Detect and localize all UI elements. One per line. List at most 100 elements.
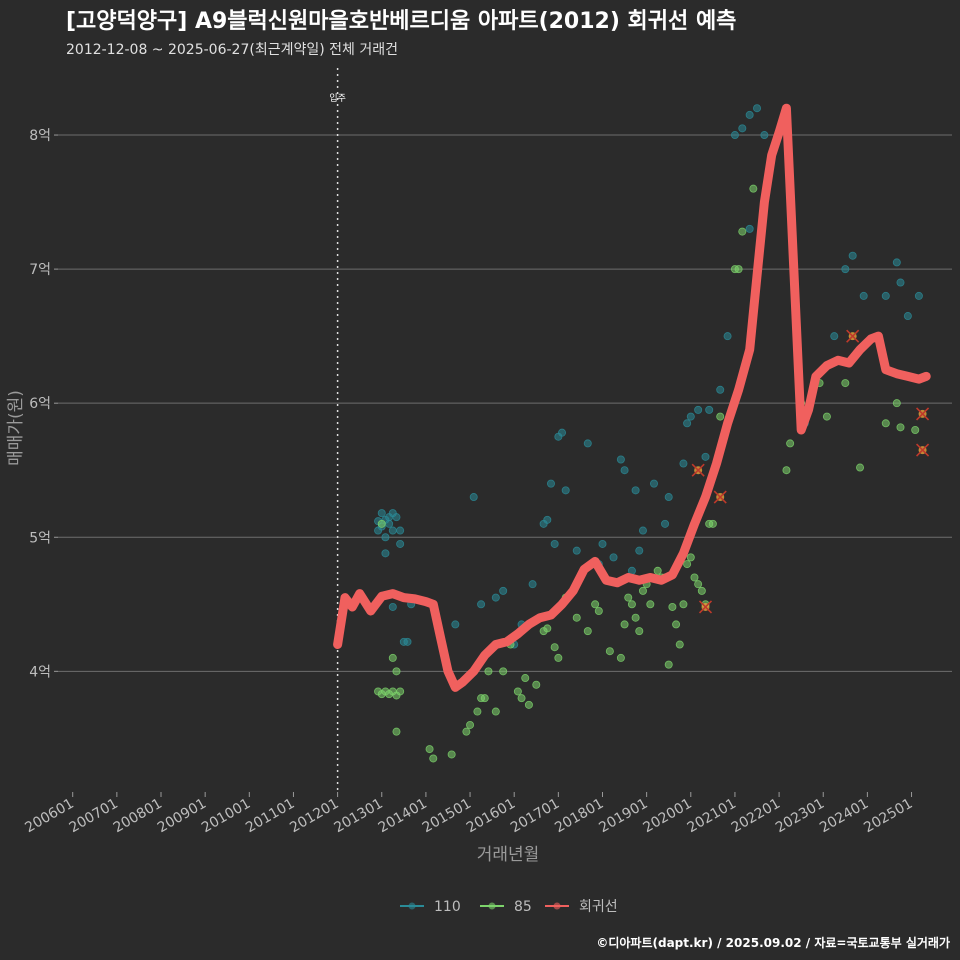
point-110: [841, 265, 850, 274]
point-85: [881, 419, 890, 428]
point-85: [708, 519, 717, 528]
point-110: [848, 251, 857, 260]
point-110: [664, 493, 673, 502]
point-110: [730, 131, 739, 140]
x-tick-label: 200801: [111, 796, 165, 837]
legend-swatch-dot: [553, 902, 561, 910]
point-110: [650, 479, 659, 488]
regression-line: [333, 103, 931, 692]
point-110: [638, 526, 647, 535]
point-110: [892, 258, 901, 267]
point-85: [594, 607, 603, 616]
x-tick-label: 201301: [331, 796, 385, 837]
highlight-x-marker: [846, 329, 860, 343]
y-axis-title: 매매가(원): [6, 390, 26, 466]
highlight-x-stroke: [713, 490, 727, 504]
point-85: [429, 754, 438, 763]
point-85: [694, 580, 703, 589]
point-110: [616, 455, 625, 464]
x-tick-label: 202401: [817, 796, 871, 837]
point-110: [661, 519, 670, 528]
point-85: [749, 184, 758, 193]
point-110: [881, 291, 890, 300]
legend: 110 85 회귀선: [400, 899, 618, 915]
point-110: [745, 224, 754, 233]
point-85: [668, 602, 677, 611]
point-85: [517, 694, 526, 703]
point-110: [388, 602, 397, 611]
point-85: [554, 653, 563, 662]
point-85: [396, 687, 405, 696]
point-85: [646, 600, 655, 609]
point-110: [543, 515, 552, 524]
point-85: [480, 694, 489, 703]
point-110: [396, 539, 405, 548]
y-tick-label: 4억: [29, 664, 51, 680]
point-110: [583, 439, 592, 448]
point-85: [377, 519, 386, 528]
x-tick-label: 200701: [67, 796, 121, 837]
point-85: [672, 620, 681, 629]
highlight-x-marker: [698, 600, 713, 614]
point-110: [716, 385, 725, 394]
point-110: [396, 526, 405, 535]
point-110: [558, 428, 567, 437]
point-110: [859, 291, 868, 300]
point-85: [738, 227, 747, 236]
chart-title: [고양덕양구] A9블럭신원마을호반베르디움 아파트(2012) 회귀선 예측: [66, 9, 736, 34]
point-110: [385, 519, 394, 528]
point-110: [388, 526, 397, 535]
x-tick-label: 201901: [596, 796, 650, 837]
point-85: [841, 379, 850, 388]
x-axis-title: 거래년월: [477, 845, 540, 865]
x-tick-label: 202501: [861, 796, 915, 837]
point-110: [635, 546, 644, 555]
move-in-label: 입주: [329, 92, 346, 104]
point-110: [469, 493, 478, 502]
highlight-x-stroke: [698, 600, 713, 614]
x-tick-label: 202101: [685, 796, 739, 837]
x-tick-label: 201201: [287, 796, 341, 837]
point-85: [572, 613, 581, 622]
highlight-x-stroke: [916, 407, 930, 421]
legend-item-110: 110: [400, 899, 461, 915]
point-85: [653, 566, 662, 575]
point-85: [896, 423, 905, 432]
point-110: [377, 509, 386, 518]
point-85: [620, 620, 629, 629]
point-85: [425, 745, 434, 754]
point-85: [690, 573, 699, 582]
point-110: [381, 549, 390, 558]
x-tick-label: 201501: [420, 796, 474, 837]
point-110: [753, 104, 762, 113]
source-caption: ©디아파트(dapt.kr) / 2025.09.02 / 자료=국토교통부 실…: [596, 935, 950, 950]
point-110: [598, 539, 607, 548]
x-tick-label: 201601: [464, 796, 518, 837]
point-85: [491, 707, 500, 716]
point-110: [528, 580, 537, 589]
move-in-annotation: 입주: [329, 68, 346, 792]
point-110: [760, 131, 769, 140]
point-85: [388, 653, 397, 662]
point-85: [513, 687, 522, 696]
point-85: [624, 593, 633, 602]
point-110: [738, 124, 747, 133]
point-85: [462, 727, 471, 736]
point-85: [583, 627, 592, 636]
x-tick-label: 202201: [729, 796, 783, 837]
highlight-x-marker: [916, 407, 930, 421]
point-110: [694, 405, 703, 414]
point-85: [675, 640, 684, 649]
point-85: [473, 707, 482, 716]
point-85: [392, 727, 401, 736]
point-85: [524, 700, 533, 709]
x-tick-label: 201801: [552, 796, 606, 837]
point-85: [892, 399, 901, 408]
highlight-x-stroke: [916, 443, 930, 457]
point-110: [561, 486, 570, 495]
legend-label: 회귀선: [579, 899, 618, 915]
point-85: [716, 412, 725, 421]
point-85: [697, 586, 706, 595]
highlight-markers: [691, 329, 930, 614]
